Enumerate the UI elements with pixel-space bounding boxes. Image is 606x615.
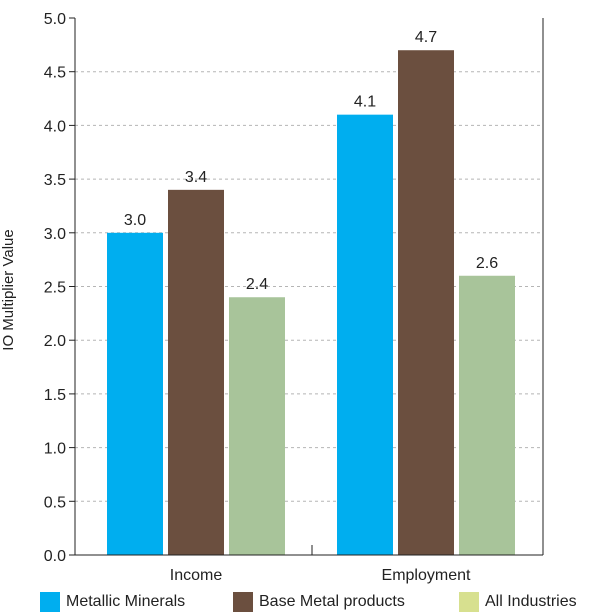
y-tick-label: 3.0 [44,226,66,243]
bar-income-1 [168,189,224,555]
category-labels: Income Employment [170,567,471,584]
bar-chart: 3.0 3.4 2.4 4.1 4.7 2.6 0.0 0.5 1.0 1.5 2.0 2.5 3.0… [0,11,544,584]
data-label: 4.1 [354,94,376,111]
legend-swatch [459,592,479,612]
legend-label: Metallic Minerals [66,593,186,610]
data-label: 4.7 [415,29,437,46]
y-tick-label: 5.0 [44,11,66,28]
y-tick-label: 3.5 [44,172,66,189]
y-tick-labels: 0.0 0.5 1.0 1.5 2.0 2.5 3.0 3.5 4.0 4.5 5.0 [44,11,75,565]
bar-employment-1 [398,50,454,555]
y-tick-label: 0.5 [44,494,66,511]
category-label: Employment [382,567,471,584]
bar-employment-0 [337,114,393,555]
data-label: 3.4 [185,169,207,186]
y-tick-label: 1.0 [44,441,66,458]
legend-item: Base Metal products [233,592,405,612]
data-labels: 3.0 3.4 2.4 4.1 4.7 2.6 [124,29,498,293]
y-tick-label: 1.5 [44,387,66,404]
y-tick-label: 2.5 [44,280,66,297]
bars [107,50,515,556]
bar-employment-2 [459,275,515,555]
bar-income-0 [107,232,163,556]
y-tick-label: 2.0 [44,333,66,350]
bar-income-2 [229,297,285,555]
y-tick-label: 4.5 [44,65,66,82]
data-label: 2.6 [476,255,498,272]
legend-item: Metallic Minerals [40,592,185,612]
legend-label: Base Metal products [259,593,405,610]
category-label: Income [170,567,223,584]
legend-label: All Industries [485,593,577,610]
legend-swatch [233,592,253,612]
legend: Metallic Minerals Base Metal products All … [0,592,606,614]
y-tick-label: 4.0 [44,118,66,135]
legend-item: All Industries [459,592,577,612]
data-label: 3.0 [124,212,146,229]
y-axis-label: IO Multiplier Value [0,229,17,350]
legend-swatch [40,592,60,612]
y-tick-label: 0.0 [44,548,66,565]
data-label: 2.4 [246,276,268,293]
